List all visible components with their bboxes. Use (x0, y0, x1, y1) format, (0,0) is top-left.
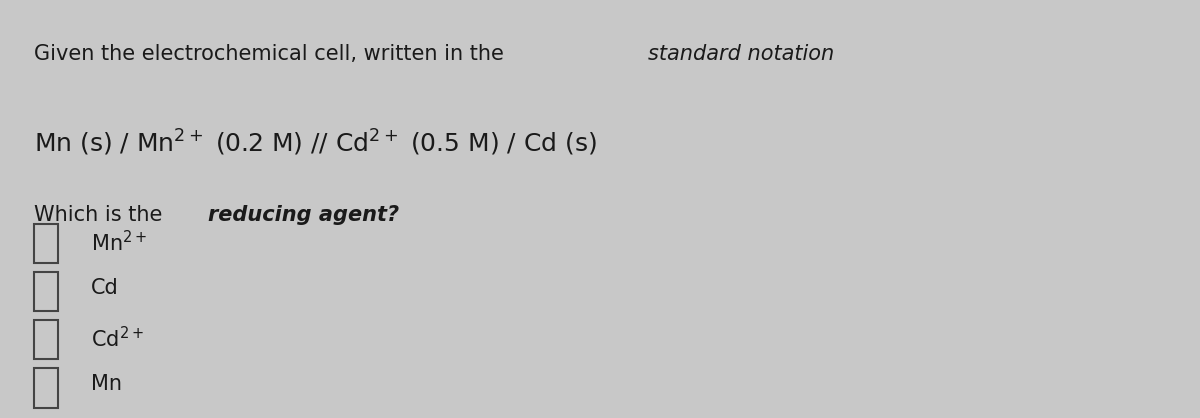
Text: Mn: Mn (91, 374, 122, 394)
Text: standard notation: standard notation (648, 44, 835, 64)
Text: Which is the: Which is the (34, 205, 168, 225)
Text: Cd$^{2+}$: Cd$^{2+}$ (91, 326, 144, 351)
Text: Given the electrochemical cell, written in the: Given the electrochemical cell, written … (34, 44, 510, 64)
Text: reducing agent?: reducing agent? (208, 205, 398, 225)
Text: Mn (s) / Mn$^{2+}$ (0.2 M) // Cd$^{2+}$ (0.5 M) / Cd (s): Mn (s) / Mn$^{2+}$ (0.2 M) // Cd$^{2+}$ … (34, 127, 596, 158)
Text: Mn$^{2+}$: Mn$^{2+}$ (91, 229, 148, 255)
Text: Cd: Cd (91, 278, 119, 298)
